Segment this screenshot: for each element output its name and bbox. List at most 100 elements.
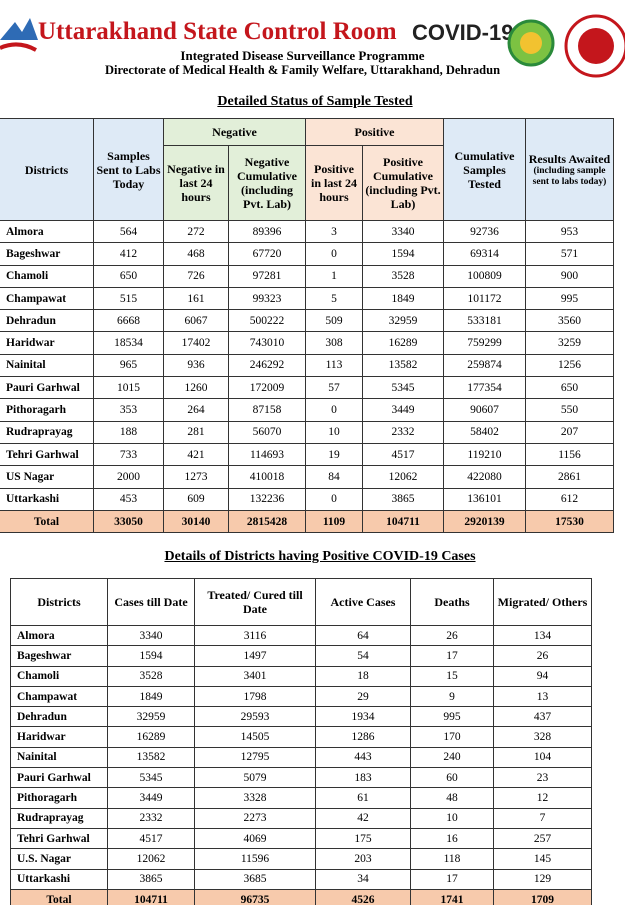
cell: 87158 bbox=[228, 398, 306, 422]
data-row: Champawat 515 161 99323 5 1849 101172 995 bbox=[0, 286, 614, 311]
cell: 509 bbox=[305, 309, 363, 333]
cell: 0 bbox=[305, 398, 363, 422]
cell: 17 bbox=[410, 868, 494, 890]
cell: 16289 bbox=[362, 331, 444, 355]
data-row: Pithoragarh 3449 3328 61 48 12 bbox=[10, 787, 592, 809]
cell: 953 bbox=[525, 219, 614, 244]
cell: 5079 bbox=[194, 767, 316, 789]
data-row: Uttarkashi 453 609 132236 0 3865 136101 612 bbox=[0, 487, 614, 511]
cell: 3528 bbox=[362, 264, 444, 288]
cell: 3449 bbox=[362, 398, 444, 422]
cell: 733 bbox=[93, 442, 164, 467]
cell: 18 bbox=[315, 665, 411, 687]
cell: 6067 bbox=[163, 309, 229, 333]
cell: 246292 bbox=[228, 353, 306, 378]
cell: 3328 bbox=[194, 787, 316, 809]
cell: 104 bbox=[493, 746, 592, 769]
district-cell: Uttarkashi bbox=[0, 487, 94, 511]
cell: 995 bbox=[525, 286, 614, 311]
district-cell: Dehradun bbox=[10, 706, 108, 728]
data-row: Haridwar 18534 17402 743010 308 16289 759299 32… bbox=[0, 331, 614, 355]
header-cell: Negative in last 24 hours bbox=[163, 145, 229, 221]
cell: 118 bbox=[410, 848, 494, 870]
cell: 34 bbox=[315, 868, 411, 890]
header-cell: Results Awaited (including sample sent to… bbox=[525, 118, 614, 221]
cell: 1260 bbox=[163, 376, 229, 400]
logo-left bbox=[0, 18, 38, 52]
data-row: Haridwar 16289 14505 1286 170 328 bbox=[10, 726, 592, 748]
header-text: Results Awaited bbox=[528, 151, 611, 166]
cell: 0 bbox=[305, 487, 363, 511]
sample-status-table: Districts Samples Sent to Labs Today Negat… bbox=[0, 118, 614, 534]
district-cell: Rudraprayag bbox=[0, 420, 94, 444]
cell: 90607 bbox=[443, 398, 526, 422]
cell: 240 bbox=[410, 746, 494, 769]
cell: 410018 bbox=[228, 465, 306, 489]
cell: 42 bbox=[315, 807, 411, 829]
header-cell: Treated/ Cured till Date bbox=[194, 578, 316, 626]
cell: 170 bbox=[410, 726, 494, 748]
cell: 4517 bbox=[107, 827, 195, 850]
cell: 32959 bbox=[107, 706, 195, 728]
cell: 936 bbox=[163, 353, 229, 378]
cell: 1286 bbox=[315, 726, 411, 748]
cell: 453 bbox=[93, 487, 164, 511]
cell: 1015 bbox=[93, 376, 164, 400]
cell: 272 bbox=[163, 219, 229, 244]
data-row: Chamoli 3528 3401 18 15 94 bbox=[10, 665, 592, 687]
cell: 1497 bbox=[194, 645, 316, 667]
district-cell: Bageshwar bbox=[0, 242, 94, 266]
cell: 3340 bbox=[362, 219, 444, 244]
cell: 328 bbox=[493, 726, 592, 748]
district-cell: Pauri Garhwal bbox=[0, 376, 94, 400]
cell: 1273 bbox=[163, 465, 229, 489]
data-row: Tehri Garhwal 4517 4069 175 16 257 bbox=[10, 827, 592, 850]
data-row: Bageshwar 412 468 67720 0 1594 69314 571 bbox=[0, 242, 614, 266]
cell: 9 bbox=[410, 685, 494, 708]
cell: 2332 bbox=[362, 420, 444, 444]
header-cell: Negative Cumulative (including Pvt. Lab) bbox=[228, 145, 306, 221]
cell: 207 bbox=[525, 420, 614, 444]
district-cell: Nainital bbox=[10, 746, 108, 769]
header-cell: Cases till Date bbox=[107, 578, 195, 626]
cell: 1849 bbox=[362, 286, 444, 311]
cell: 16 bbox=[410, 827, 494, 850]
total-row: Total 33050 30140 2815428 1109 104711 2920139 1… bbox=[0, 509, 614, 534]
cell: 422080 bbox=[443, 465, 526, 489]
cell: 900 bbox=[525, 264, 614, 288]
data-row: Champawat 1849 1798 29 9 13 bbox=[10, 685, 592, 708]
cell: 3449 bbox=[107, 787, 195, 809]
cell: 11596 bbox=[194, 848, 316, 870]
cell: 183 bbox=[315, 767, 411, 789]
cell: 97281 bbox=[228, 264, 306, 288]
cell: 172009 bbox=[228, 376, 306, 400]
cell: 3116 bbox=[194, 624, 316, 647]
page-title: Uttarakhand State Control Room bbox=[38, 18, 397, 45]
data-row: Almora 564 272 89396 3 3340 92736 953 bbox=[0, 219, 614, 244]
cell: 308 bbox=[305, 331, 363, 355]
cell: 443 bbox=[315, 746, 411, 769]
total-cell: 17530 bbox=[525, 509, 614, 534]
logo-nhm bbox=[564, 14, 625, 78]
cell: 4069 bbox=[194, 827, 316, 850]
cell: 92736 bbox=[443, 219, 526, 244]
table1-title: Detailed Status of Sample Tested bbox=[217, 94, 413, 109]
cell: 203 bbox=[315, 848, 411, 870]
cell: 4517 bbox=[362, 442, 444, 467]
cell: 94 bbox=[493, 665, 592, 687]
cell: 188 bbox=[93, 420, 164, 444]
district-cell: Rudraprayag bbox=[10, 807, 108, 829]
header-cell: Deaths bbox=[410, 578, 494, 626]
cell: 264 bbox=[163, 398, 229, 422]
cell: 1798 bbox=[194, 685, 316, 708]
cell: 1594 bbox=[107, 645, 195, 667]
header-cell: Positive bbox=[305, 118, 444, 146]
cell: 61 bbox=[315, 787, 411, 809]
cell: 48 bbox=[410, 787, 494, 809]
cell: 15 bbox=[410, 665, 494, 687]
district-cell: Almora bbox=[0, 219, 94, 244]
cell: 1594 bbox=[362, 242, 444, 266]
cell: 650 bbox=[93, 264, 164, 288]
cell: 437 bbox=[493, 706, 592, 728]
